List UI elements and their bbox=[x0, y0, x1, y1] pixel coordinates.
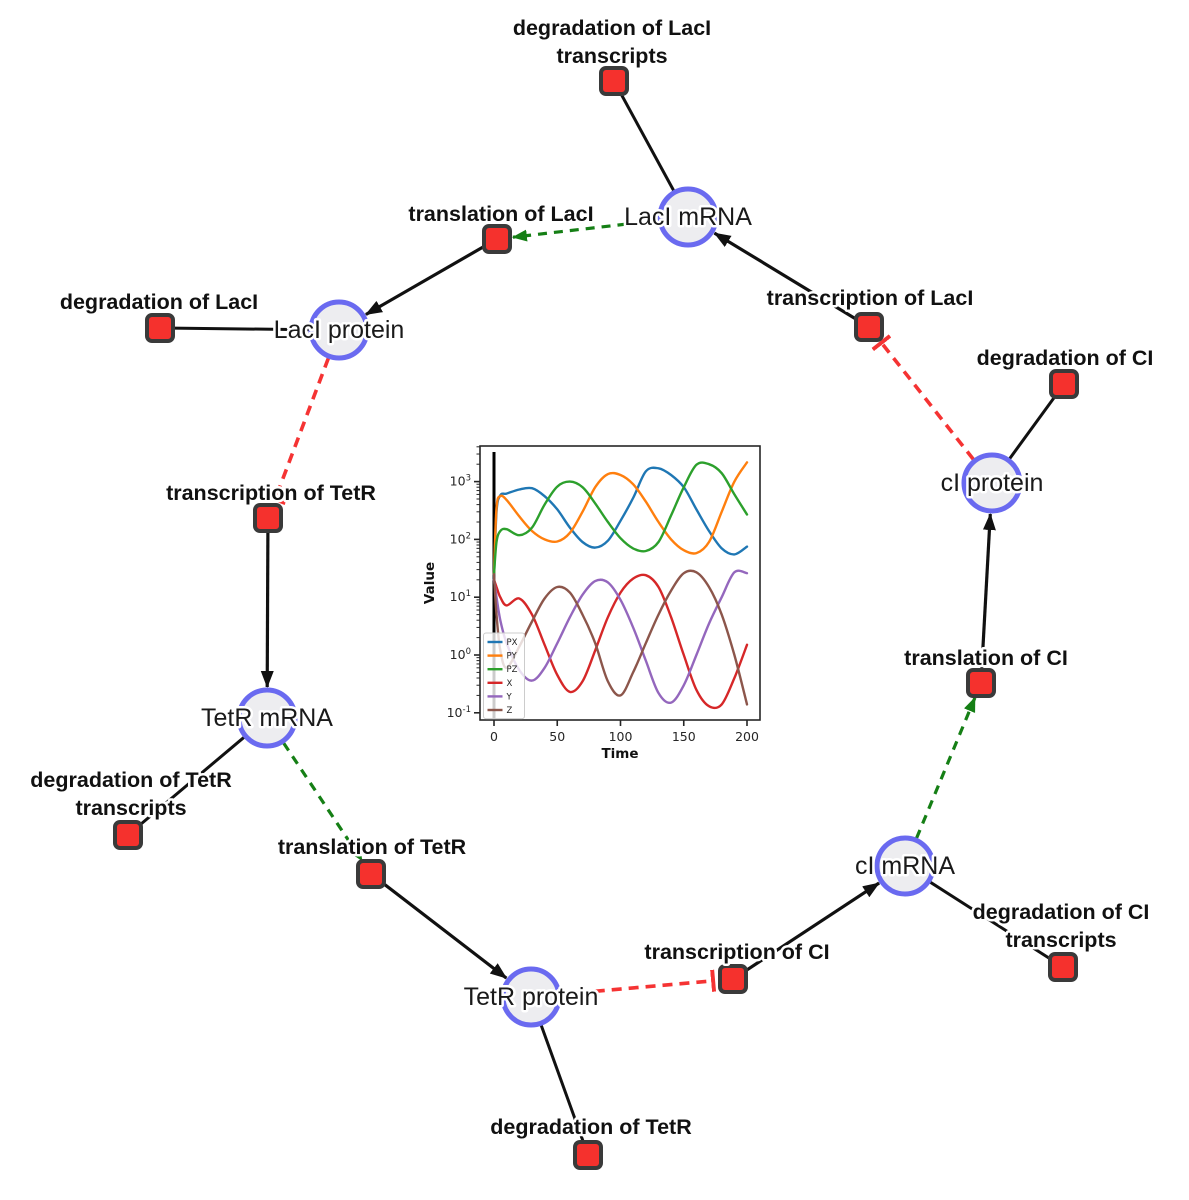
reaction-label-transcription-of-laci: transcription of LacI bbox=[767, 286, 974, 310]
species-label-ci-protein: cI protein bbox=[941, 469, 1044, 497]
species-label-tetr-protein: TetR protein bbox=[464, 983, 599, 1011]
chart-series-px bbox=[492, 466, 749, 581]
species-node-tetr-protein[interactable] bbox=[500, 966, 562, 1028]
edge-ci-mrna-to-translation-of-ci bbox=[915, 696, 977, 839]
reaction-label-transcription-of-tetr: transcription of TetR bbox=[166, 481, 376, 505]
edges-layer bbox=[136, 91, 1058, 1144]
x-tick-label-50: 50 bbox=[549, 729, 565, 744]
edge-transcription-of-laci-to-laci-mrna bbox=[713, 231, 859, 322]
reaction-node-degradation-of-tetr[interactable] bbox=[573, 1140, 603, 1170]
chart-legend-box bbox=[483, 632, 525, 720]
legend-label-py: PY bbox=[507, 652, 518, 662]
edge-tetr-protein-to-transcription-of-ci bbox=[560, 969, 717, 997]
nodes-layer bbox=[113, 66, 1079, 1170]
reaction-node-translation-of-tetr[interactable] bbox=[356, 859, 386, 889]
reaction-node-transcription-of-tetr[interactable] bbox=[253, 503, 283, 533]
species-label-ci-mrna: cI mRNA bbox=[855, 852, 955, 880]
edge-tetr-protein-to-degradation-of-tetr bbox=[539, 1024, 586, 1144]
edge-tetr-mrna-to-degradation-of-tetr-transcripts bbox=[136, 736, 245, 828]
chart-x-axis-label: Time bbox=[601, 746, 638, 762]
y-tick-label-1e2: 102 bbox=[450, 531, 471, 546]
chart-axes-box bbox=[479, 445, 761, 721]
species-node-ci-protein[interactable] bbox=[961, 452, 1023, 514]
edge-tetr-mrna-to-translation-of-tetr bbox=[282, 742, 364, 862]
x-tick-label-150: 150 bbox=[672, 729, 696, 744]
species-node-ci-mrna[interactable] bbox=[874, 835, 936, 897]
chart-series-x bbox=[492, 573, 749, 710]
edge-laci-mrna-to-degradation-of-laci-transcripts bbox=[618, 91, 676, 192]
edge-translation-of-laci-to-laci-protein bbox=[365, 244, 487, 316]
species-label-laci-mrna: LacI mRNA bbox=[624, 203, 752, 231]
reaction-label-degradation-of-laci: degradation of LacI bbox=[60, 290, 258, 314]
reaction-node-translation-of-laci[interactable] bbox=[482, 224, 512, 254]
reaction-node-degradation-of-laci[interactable] bbox=[145, 313, 175, 343]
reaction-label-degradation-of-ci: degradation of CI bbox=[977, 346, 1154, 370]
y-tick-label-1e-1: 10-1 bbox=[447, 705, 471, 720]
species-node-laci-mrna[interactable] bbox=[657, 186, 719, 248]
legend-label-z: Z bbox=[507, 706, 513, 716]
reaction-label-degradation-of-ci-transcripts: degradation of CI transcripts bbox=[973, 900, 1150, 952]
reaction-label-transcription-of-ci: transcription of CI bbox=[644, 940, 829, 964]
legend-label-y: Y bbox=[506, 692, 513, 702]
reaction-node-degradation-of-ci-transcripts[interactable] bbox=[1048, 952, 1078, 982]
edge-laci-mrna-to-translation-of-laci bbox=[511, 218, 659, 242]
reaction-node-transcription-of-laci[interactable] bbox=[854, 312, 884, 342]
species-node-tetr-mrna[interactable] bbox=[236, 687, 298, 749]
species-node-laci-protein[interactable] bbox=[308, 299, 370, 361]
legend-label-px: PX bbox=[507, 638, 518, 648]
reaction-label-translation-of-laci: translation of LacI bbox=[408, 202, 593, 226]
edge-laci-protein-to-transcription-of-tetr bbox=[264, 357, 331, 506]
edge-transcription-of-tetr-to-tetr-mrna bbox=[260, 530, 274, 688]
reaction-label-translation-of-tetr: translation of TetR bbox=[278, 835, 467, 859]
edge-translation-of-ci-to-ci-protein bbox=[980, 513, 996, 671]
chart-y-axis-label: Value bbox=[422, 562, 438, 604]
species-label-laci-protein: LacI protein bbox=[274, 316, 405, 344]
chart-legend: PX PY PZ XYZ bbox=[483, 632, 525, 720]
reaction-label-degradation-of-laci-transcripts: degradation of LacI transcripts bbox=[513, 16, 711, 68]
y-tick-label-1e3: 103 bbox=[450, 474, 471, 489]
reaction-node-translation-of-ci[interactable] bbox=[966, 668, 996, 698]
x-tick-label-0: 0 bbox=[490, 729, 498, 744]
edge-laci-protein-to-degradation-of-laci bbox=[172, 326, 310, 332]
reaction-label-translation-of-ci: translation of CI bbox=[904, 646, 1068, 670]
reaction-label-degradation-of-tetr: degradation of TetR bbox=[490, 1115, 692, 1139]
edge-ci-protein-to-degradation-of-ci bbox=[1008, 393, 1058, 460]
reaction-node-degradation-of-laci-transcripts[interactable] bbox=[599, 66, 629, 96]
labels-layer: LacI mRNA LacI protein TetR mRNA TetR prote… bbox=[28, 14, 1156, 1142]
reaction-node-degradation-of-ci[interactable] bbox=[1049, 369, 1079, 399]
reaction-label-degradation-of-tetr-transcripts: degradation of TetR transcripts bbox=[30, 768, 232, 820]
reaction-node-transcription-of-ci[interactable] bbox=[718, 964, 748, 994]
edge-ci-mrna-to-degradation-of-ci-transcripts bbox=[929, 880, 1053, 962]
y-tick-label-1e1: 101 bbox=[450, 589, 471, 604]
y-tick-label-1e0: 100 bbox=[450, 647, 471, 662]
reaction-node-degradation-of-tetr-transcripts[interactable] bbox=[113, 820, 143, 850]
edge-translation-of-tetr-to-tetr-protein bbox=[380, 880, 508, 980]
species-label-tetr-mrna: TetR mRNA bbox=[201, 704, 333, 732]
legend-label-pz: PZ bbox=[507, 665, 518, 675]
legend-label-x: X bbox=[507, 679, 513, 689]
chart-series-pz bbox=[492, 461, 749, 576]
x-tick-label-100: 100 bbox=[609, 729, 633, 744]
edge-ci-protein-to-transcription-of-laci bbox=[871, 334, 975, 461]
chart-series-py bbox=[492, 461, 749, 576]
x-tick-label-200: 200 bbox=[735, 729, 759, 744]
edge-transcription-of-ci-to-ci-mrna bbox=[743, 881, 880, 974]
